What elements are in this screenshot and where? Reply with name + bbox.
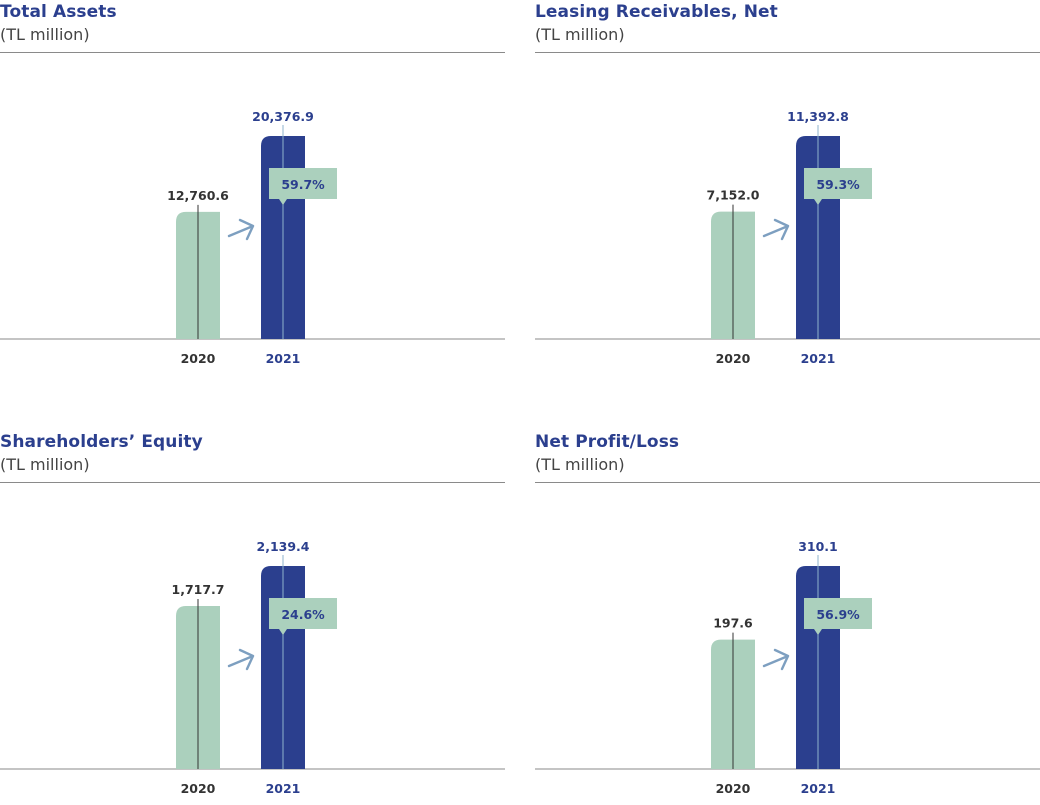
change-badge xyxy=(269,598,337,635)
change-badge xyxy=(269,168,337,205)
x-tick-label-2021: 2021 xyxy=(266,781,301,796)
bar-chart: 12,760.6 20,376.9 59.7% 2020 2021 xyxy=(0,109,505,366)
data-label-2021: 2,139.4 xyxy=(257,539,310,554)
chart-panel-leasing-receivables: Leasing Receivables, Net (TL million) 7,… xyxy=(535,0,1040,375)
change-badge-label: 59.7% xyxy=(281,177,325,192)
title-divider xyxy=(0,52,505,53)
data-label-2021: 11,392.8 xyxy=(787,109,849,124)
x-tick-label-2021: 2021 xyxy=(801,351,836,366)
x-tick-label-2020: 2020 xyxy=(716,781,751,796)
change-badge xyxy=(804,168,872,205)
bar-chart: 7,152.0 11,392.8 59.3% 2020 2021 xyxy=(535,109,1040,366)
data-label-2021: 20,376.9 xyxy=(252,109,314,124)
data-label-2020: 12,760.6 xyxy=(167,188,229,203)
data-label-2021: 310.1 xyxy=(798,539,838,554)
chart-subtitle: (TL million) xyxy=(535,25,625,44)
chart-subtitle: (TL million) xyxy=(535,455,625,474)
x-tick-label-2020: 2020 xyxy=(716,351,751,366)
change-badge xyxy=(804,598,872,635)
chart-title: Net Profit/Loss xyxy=(535,432,680,452)
chart-subtitle: (TL million) xyxy=(0,455,90,474)
change-badge-label: 24.6% xyxy=(281,607,325,622)
x-tick-label-2021: 2021 xyxy=(266,351,301,366)
chart-panel-shareholders-equity: Shareholders’ Equity (TL million) 1,717.… xyxy=(0,430,505,805)
title-divider xyxy=(0,482,505,483)
chart-subtitle: (TL million) xyxy=(0,25,90,44)
chart-title: Total Assets xyxy=(0,2,117,22)
x-tick-label-2020: 2020 xyxy=(181,351,216,366)
growth-arrow-icon xyxy=(762,648,790,671)
chart-title: Leasing Receivables, Net xyxy=(535,2,778,22)
x-tick-label-2021: 2021 xyxy=(801,781,836,796)
growth-arrow-icon xyxy=(227,648,255,671)
chart-title: Shareholders’ Equity xyxy=(0,432,203,452)
change-badge-label: 56.9% xyxy=(816,607,860,622)
growth-arrow-icon xyxy=(762,218,790,241)
change-badge-label: 59.3% xyxy=(816,177,860,192)
chart-panel-total-assets: Total Assets (TL million) 12,760.6 20,376… xyxy=(0,0,505,375)
data-label-2020: 7,152.0 xyxy=(707,188,760,203)
bar-chart: 1,717.7 2,139.4 24.6% 2020 2021 xyxy=(0,539,505,796)
title-divider xyxy=(535,52,1040,53)
growth-arrow-icon xyxy=(227,218,255,241)
data-label-2020: 1,717.7 xyxy=(172,582,225,597)
title-divider xyxy=(535,482,1040,483)
bar-chart: 197.6 310.1 56.9% 2020 2021 xyxy=(535,539,1040,796)
x-tick-label-2020: 2020 xyxy=(181,781,216,796)
chart-panel-net-profit: Net Profit/Loss (TL million) 197.6 310.1 5… xyxy=(535,430,1040,805)
data-label-2020: 197.6 xyxy=(713,616,753,631)
